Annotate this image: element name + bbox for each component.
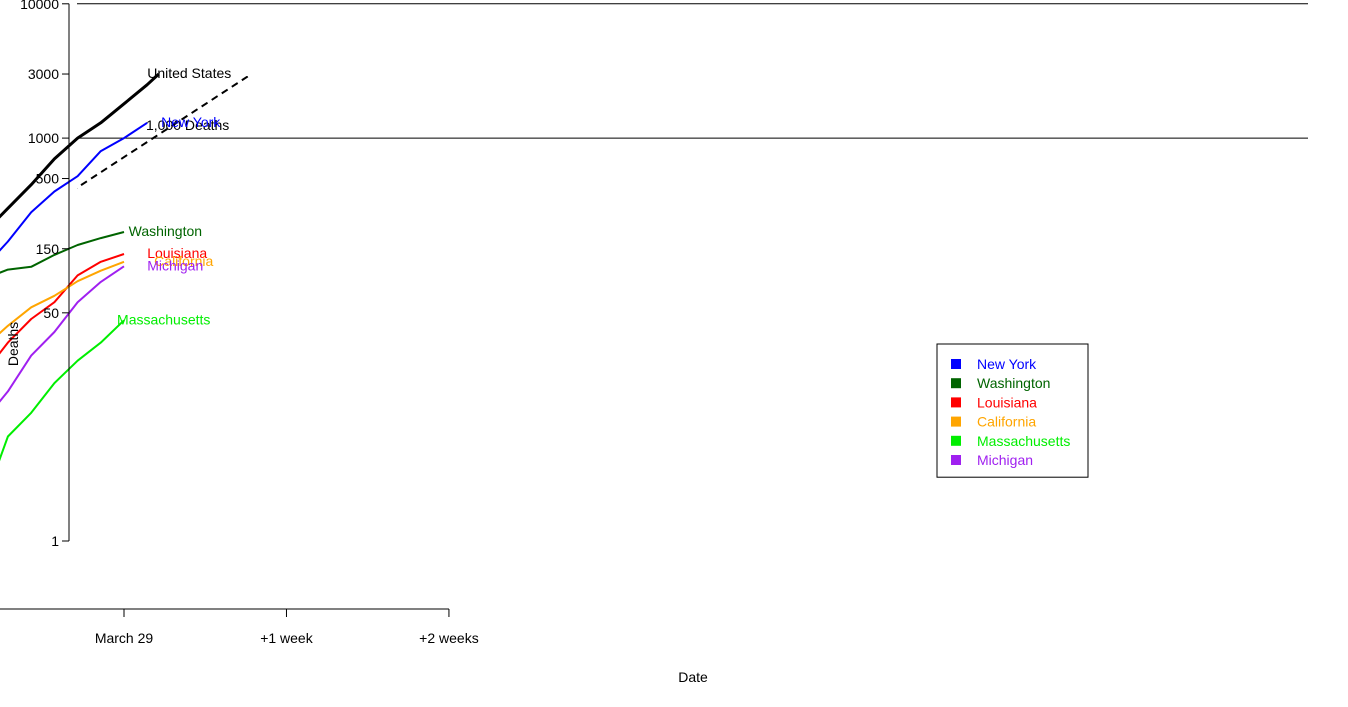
legend-swatch-new-york bbox=[951, 359, 961, 369]
series-line-washington bbox=[0, 231, 125, 274]
trend-line-2 bbox=[77, 76, 251, 189]
series-line-michigan bbox=[0, 265, 125, 403]
legend-swatch-washington bbox=[951, 378, 961, 389]
legend-label-washington: Washington bbox=[977, 375, 1050, 391]
y-tick-label-10000: 10000 bbox=[20, 0, 59, 12]
series-label-new-york: New York bbox=[161, 114, 221, 130]
y-tick-label-1: 1 bbox=[51, 533, 59, 549]
series-label-california: California bbox=[154, 253, 213, 269]
series-line-massachusetts bbox=[0, 319, 125, 462]
legend: New York Washington Louisiana California Mas… bbox=[936, 343, 1089, 478]
x-tick-label-2-weeks: +2 weeks bbox=[419, 630, 479, 646]
series-label-michigan: Michigan bbox=[147, 257, 203, 273]
y-tick-label-150: 150 bbox=[36, 241, 60, 257]
series-line-new-york bbox=[0, 121, 148, 252]
legend-label-louisiana: Louisiana bbox=[977, 394, 1037, 410]
y-tick-label-500: 500 bbox=[36, 171, 60, 187]
reference-lines: 1,000 Deaths10,000 Deaths bbox=[77, 3, 1308, 139]
legend-swatch-massachusetts bbox=[951, 435, 961, 446]
x-axis: -4 weeks-3 weeks-2 weeks-1 weekMarch 29+… bbox=[0, 608, 479, 646]
series-label-massachusetts: Massachusetts bbox=[117, 311, 210, 327]
legend-box bbox=[936, 343, 1089, 478]
x-axis-title: Date bbox=[678, 669, 708, 685]
trend-lines bbox=[77, 76, 251, 189]
x-tick-label-march-29: March 29 bbox=[95, 630, 154, 646]
y-tick-label-3000: 3000 bbox=[28, 66, 59, 82]
series-line-louisiana bbox=[0, 253, 125, 355]
series-lines bbox=[0, 72, 160, 462]
legend-swatch-california bbox=[951, 416, 961, 427]
series-label-united-states: United States bbox=[147, 65, 231, 81]
y-tick-label-1000: 1000 bbox=[28, 130, 59, 146]
series-label-washington: Washington bbox=[129, 223, 202, 239]
series-label-louisiana: Louisiana bbox=[147, 245, 207, 261]
legend-label-california: California bbox=[977, 414, 1036, 430]
x-tick-label-1-week: +1 week bbox=[260, 630, 314, 646]
y-axis-title: Deaths bbox=[5, 322, 21, 366]
series-line-united-states bbox=[0, 72, 160, 219]
legend-label-massachusetts: Massachusetts bbox=[977, 433, 1070, 449]
legend-swatch-louisiana bbox=[951, 397, 961, 408]
series-line-california bbox=[0, 260, 125, 335]
legend-swatch-michigan bbox=[951, 455, 961, 465]
legend-label-michigan: Michigan bbox=[977, 452, 1033, 468]
legend-label-new-york: New York bbox=[977, 356, 1037, 372]
y-tick-label-50: 50 bbox=[43, 305, 59, 321]
